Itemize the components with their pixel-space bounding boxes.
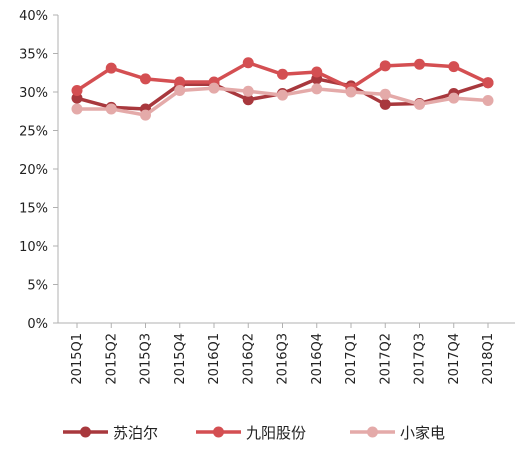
series-point — [242, 85, 254, 97]
series-point — [105, 62, 117, 74]
y-tick-label: 20% — [19, 163, 48, 178]
series-point — [414, 58, 425, 70]
series-point — [379, 98, 391, 110]
series-point — [242, 94, 254, 106]
series-point — [277, 89, 288, 101]
series-point — [140, 73, 151, 85]
x-tick-label: 2017Q1 — [344, 333, 359, 385]
series-point — [448, 92, 460, 104]
y-tick-label: 10% — [19, 240, 48, 255]
series-point — [414, 98, 425, 110]
y-tick-label: 35% — [19, 48, 48, 63]
series-point — [71, 92, 83, 104]
legend-item: 九阳股份 — [196, 424, 306, 442]
x-tick-label: 2018Q1 — [481, 333, 496, 385]
series-point — [277, 68, 288, 80]
x-axis: 2015Q1 2015Q2 2015Q3 2015Q4 2016Q1 2016Q2 2016… — [58, 322, 515, 385]
series-point — [379, 60, 391, 72]
series-point — [482, 77, 494, 89]
series-point — [311, 66, 323, 78]
legend-marker — [213, 426, 224, 438]
series-point — [482, 94, 494, 106]
series-point — [71, 84, 83, 96]
y-tick-label: 40% — [19, 9, 48, 24]
x-tick-label: 2015Q4 — [173, 333, 188, 385]
x-tick-label: 2015Q1 — [70, 333, 85, 385]
legend-marker — [367, 426, 378, 438]
series-point — [242, 57, 254, 69]
x-tick-label: 2016Q2 — [241, 333, 256, 385]
x-tick-label: 2016Q3 — [276, 333, 291, 385]
legend-item: 苏泊尔 — [63, 424, 158, 442]
x-tick-label: 2016Q4 — [310, 333, 325, 385]
series-point — [174, 76, 186, 88]
x-tick-label: 2017Q3 — [413, 333, 428, 385]
legend-item: 小家电 — [350, 424, 445, 442]
series-2 — [71, 82, 494, 121]
legend-label: 九阳股份 — [246, 424, 306, 442]
y-tick-label: 5% — [27, 279, 48, 294]
series-point — [345, 86, 357, 98]
series-point — [311, 83, 323, 95]
legend: 苏泊尔 九阳股份 小家电 — [63, 424, 445, 442]
series-layer — [71, 57, 494, 121]
y-axis: 0% 5% 10% 15% 20% 25% 30% 35% 40% — [19, 9, 59, 332]
series-point — [208, 82, 220, 94]
y-tick-label: 25% — [19, 125, 48, 140]
series-point — [140, 109, 151, 121]
y-tick-label: 15% — [19, 202, 48, 217]
series-point — [379, 88, 391, 100]
series-point — [71, 103, 83, 115]
x-tick-label: 2015Q3 — [139, 333, 154, 385]
legend-marker — [80, 426, 91, 438]
x-tick-label: 2017Q2 — [378, 333, 393, 385]
series-point — [448, 61, 460, 73]
series-point — [174, 84, 186, 96]
y-tick-label: 30% — [19, 86, 48, 101]
x-tick-label: 2015Q2 — [104, 333, 119, 385]
x-tick-label: 2017Q4 — [447, 333, 462, 385]
series-point — [105, 103, 117, 115]
x-tick-label: 2016Q1 — [207, 333, 222, 385]
y-tick-label: 0% — [27, 317, 48, 332]
legend-label: 小家电 — [400, 424, 445, 442]
legend-label: 苏泊尔 — [113, 424, 158, 442]
